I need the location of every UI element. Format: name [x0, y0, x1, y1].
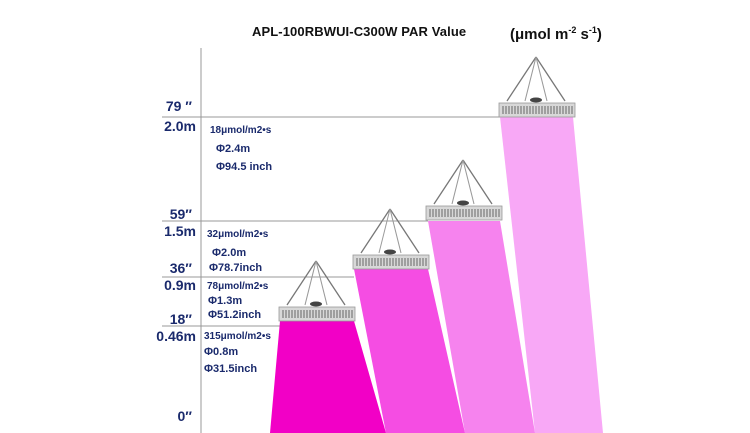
height-meter-1-5: 1.5m [164, 223, 196, 239]
led-grow-light-fixture-icon [352, 208, 430, 270]
unit-end: ) [596, 26, 602, 43]
unit-label: (μmol m-2 s-1) [510, 25, 602, 43]
par-value-32: 32μmol/m2•s [207, 229, 269, 240]
height-inch-0: 0″ [177, 408, 193, 424]
diameter-in-78-7: Φ78.7inch [209, 262, 263, 274]
diameter-m-2-4: Φ2.4m [216, 143, 251, 155]
diameter-m-2-0: Φ2.0m [212, 247, 247, 259]
height-meter-2-0: 2.0m [164, 118, 196, 134]
light-cone-36 [354, 269, 465, 433]
unit-base: (μmol m [510, 26, 569, 43]
height-meter-0-9: 0.9m [164, 277, 196, 293]
height-inch-59: 59″ [169, 206, 192, 222]
par-value-315: 315μmol/m2•s [204, 331, 271, 342]
par-value-18: 18μmol/m2•s [210, 125, 272, 136]
height-inch-18: 18″ [169, 311, 192, 327]
diameter-in-51-2: Φ51.2inch [208, 309, 262, 321]
unit-exp2: -1 [588, 25, 597, 35]
unit-exp1: -2 [568, 25, 577, 35]
diameter-m-1-3: Φ1.3m [208, 295, 243, 307]
diameter-in-31-5: Φ31.5inch [204, 363, 258, 375]
led-grow-light-fixture-icon [278, 260, 356, 322]
height-meter-0-46: 0.46m [156, 328, 196, 344]
diameter-m-0-8: Φ0.8m [204, 346, 239, 358]
par-value-78: 78μmol/m2•s [207, 281, 269, 292]
diameter-in-94-5: Φ94.5 inch [216, 161, 273, 173]
height-inch-79: 79 ″ [165, 98, 192, 114]
led-grow-light-fixture-icon [498, 56, 576, 118]
light-cone-79 [500, 117, 603, 433]
diagram-title: APL-100RBWUI-C300W PAR Value [252, 24, 467, 39]
led-grow-light-fixture-icon [425, 159, 503, 221]
unit-mid: s [576, 26, 589, 43]
height-inch-36: 36″ [169, 260, 192, 276]
light-cone-18 [270, 321, 386, 433]
light-cone-59 [428, 221, 535, 433]
